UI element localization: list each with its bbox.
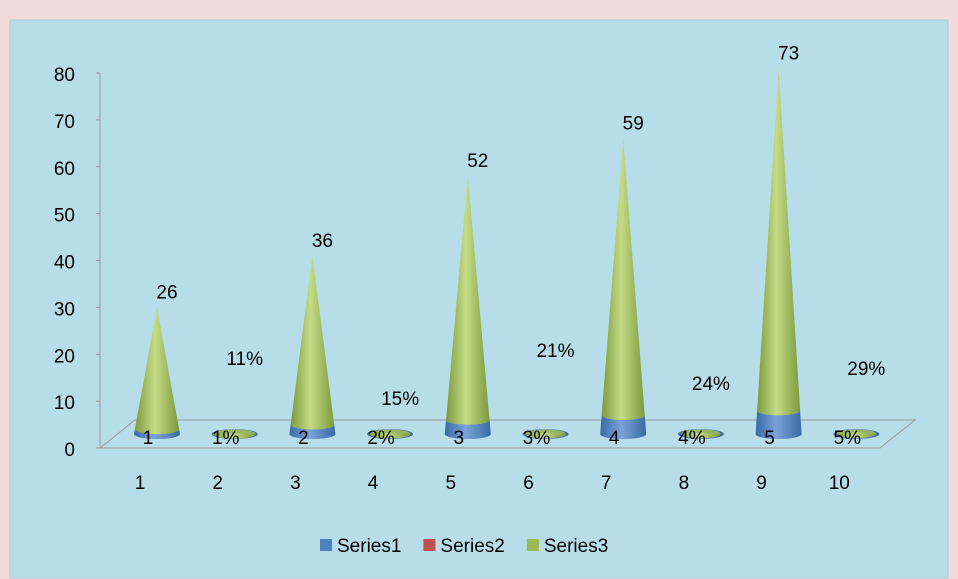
cone-segment bbox=[833, 433, 880, 439]
cone-segment bbox=[522, 433, 569, 439]
cone-segment bbox=[757, 68, 801, 416]
data-label: 11% bbox=[226, 349, 263, 370]
y-tick-label: 20 bbox=[54, 346, 75, 367]
data-label: 26 bbox=[156, 282, 177, 303]
y-tick-label: 70 bbox=[54, 112, 75, 133]
x-tick-label: 6 bbox=[523, 473, 534, 494]
legend-label: Series3 bbox=[544, 536, 608, 557]
data-label: 3 bbox=[454, 428, 465, 449]
cone-segment bbox=[677, 433, 724, 439]
data-label: 21% bbox=[536, 341, 574, 362]
floor bbox=[98, 419, 917, 449]
plot-panel bbox=[9, 19, 949, 579]
legend-swatch bbox=[423, 539, 436, 551]
x-tick-label: 8 bbox=[679, 473, 690, 494]
x-tick-label: 4 bbox=[368, 473, 379, 494]
cone-segment bbox=[213, 433, 256, 439]
x-tick-label: 10 bbox=[829, 473, 850, 494]
data-label: 1 bbox=[143, 428, 154, 449]
x-tick-label: 3 bbox=[290, 473, 301, 494]
x-tick-label: 5 bbox=[446, 473, 457, 494]
cone-segment bbox=[134, 429, 180, 439]
data-label: 5% bbox=[834, 428, 862, 449]
cone-segment bbox=[290, 255, 335, 430]
data-label: 5 bbox=[764, 428, 775, 449]
y-tick-label: 30 bbox=[54, 299, 75, 320]
x-tick-label: 9 bbox=[756, 473, 767, 494]
cone-segment bbox=[525, 432, 566, 439]
data-label: 15% bbox=[381, 389, 419, 410]
legend-swatch bbox=[526, 539, 539, 551]
y-tick-label: 40 bbox=[54, 253, 75, 274]
y-tick-label: 0 bbox=[64, 440, 75, 461]
data-label: 73 bbox=[778, 43, 799, 64]
data-label: 52 bbox=[467, 151, 488, 172]
y-tick-label: 10 bbox=[54, 393, 75, 414]
x-tick-label: 1 bbox=[135, 473, 146, 494]
x-tick-label: 2 bbox=[212, 473, 223, 494]
legend-label: Series1 bbox=[337, 536, 401, 557]
cone-segment bbox=[367, 433, 414, 439]
y-tick-label: 60 bbox=[54, 159, 75, 180]
cone-segment bbox=[755, 410, 802, 439]
y-tick-label: 50 bbox=[54, 206, 75, 227]
data-label: 2% bbox=[367, 428, 395, 449]
cone-segment bbox=[446, 176, 490, 425]
data-label: 29% bbox=[847, 359, 885, 380]
data-label: 24% bbox=[692, 374, 730, 395]
data-label: 2 bbox=[298, 428, 309, 449]
cone-segment bbox=[600, 415, 647, 439]
x-tick-label: 7 bbox=[601, 473, 612, 494]
data-label: 3% bbox=[523, 428, 551, 449]
y-tick-label: 80 bbox=[54, 65, 75, 86]
legend-swatch bbox=[320, 539, 332, 551]
cone-segment bbox=[444, 419, 491, 439]
data-label: 1% bbox=[212, 428, 240, 449]
cone-segment bbox=[134, 307, 180, 435]
legend-label: Series2 bbox=[440, 536, 504, 557]
cone-segment bbox=[289, 424, 336, 439]
data-label: 4 bbox=[609, 428, 620, 449]
data-label: 4% bbox=[678, 428, 706, 449]
cone-segment bbox=[369, 433, 411, 439]
data-label: 59 bbox=[623, 114, 644, 135]
cone-segment bbox=[601, 138, 645, 420]
cone-segment bbox=[836, 432, 876, 439]
cone-segment bbox=[681, 432, 721, 439]
data-label: 36 bbox=[312, 231, 333, 252]
